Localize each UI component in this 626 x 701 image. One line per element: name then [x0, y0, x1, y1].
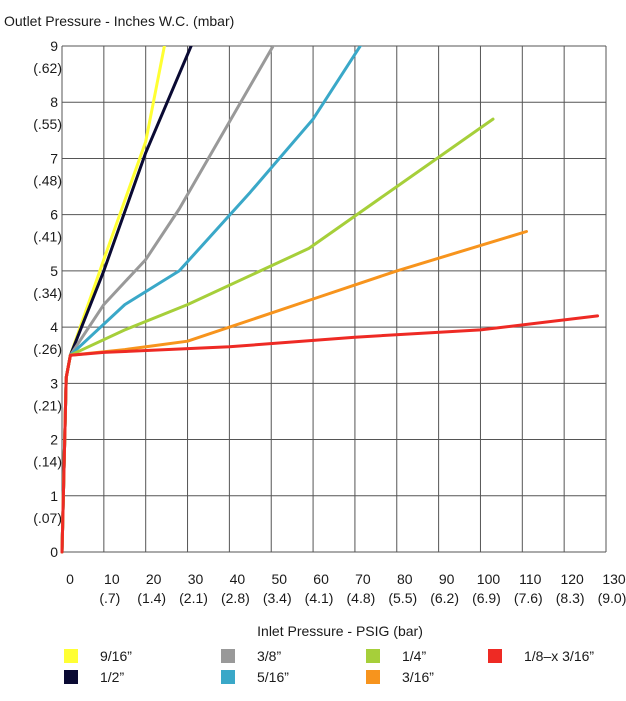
x-tick-label: 80: [397, 571, 413, 587]
y-tick-label: 1: [50, 488, 58, 504]
x-tick-label: 40: [230, 571, 246, 587]
x-tick-sublabel: (.7): [99, 590, 120, 606]
x-tick-label: 120: [560, 571, 584, 587]
x-tick-sublabel: (3.4): [263, 590, 292, 606]
grid: [61, 45, 607, 553]
y-tick-sublabel: (.07): [33, 510, 62, 526]
x-tick-sublabel: (7.6): [514, 590, 543, 606]
series-line: [60, 117, 495, 554]
x-tick-sublabel: (6.9): [472, 590, 501, 606]
x-tick-label: 60: [313, 571, 329, 587]
x-tick-sublabel: (2.8): [221, 590, 250, 606]
y-tick-label: 6: [50, 207, 58, 223]
x-tick-sublabel: (2.1): [179, 590, 208, 606]
x-axis: 0 10 (.7) 20 (1.4) 30 (2.1) 40 (2.8) 50 (3.4) 60 (4.…: [66, 571, 626, 606]
y-tick-label: 8: [50, 94, 58, 110]
x-tick-sublabel: (1.4): [137, 590, 166, 606]
y-tick-sublabel: (.48): [33, 172, 62, 188]
y-axis: 0 1 (.07) 2 (.14) 3 (.21) 4 (.26) 5 (.34) 6 (.41) 7 (.…: [33, 38, 62, 560]
y-tick-sublabel: (.55): [33, 116, 62, 132]
x-tick-sublabel: (9.0): [598, 590, 626, 606]
x-tick-sublabel: (8.3): [556, 590, 585, 606]
series-line: [60, 314, 600, 554]
y-tick-sublabel: (.62): [33, 60, 62, 76]
x-tick-sublabel: (5.5): [388, 590, 417, 606]
y-tick-sublabel: (.26): [33, 341, 62, 357]
x-tick-label: 100: [477, 571, 501, 587]
x-tick-sublabel: (6.2): [430, 590, 459, 606]
y-tick-sublabel: (.21): [33, 397, 62, 413]
y-tick-label: 3: [50, 375, 58, 391]
y-tick-label: 4: [50, 319, 58, 335]
y-tick-label: 0: [50, 544, 58, 560]
x-tick-sublabel: (4.8): [347, 590, 376, 606]
y-tick-sublabel: (.34): [33, 285, 62, 301]
x-tick-label: 110: [519, 571, 542, 587]
y-tick-label: 5: [50, 263, 58, 279]
y-tick-sublabel: (.41): [33, 229, 62, 245]
y-tick-sublabel: (.14): [33, 454, 62, 470]
series-line: [60, 46, 193, 554]
x-tick-label: 70: [355, 571, 371, 587]
x-tick-label: 0: [66, 571, 74, 587]
y-tick-label: 2: [50, 432, 58, 448]
x-tick-label: 10: [104, 571, 120, 587]
series-line: [60, 230, 528, 554]
x-tick-label: 130: [602, 571, 626, 587]
series-lines: [60, 46, 600, 554]
x-tick-label: 50: [271, 571, 287, 587]
chart-title: Outlet Pressure - Inches W.C. (mbar): [4, 13, 234, 29]
x-tick-label: 90: [439, 571, 455, 587]
x-tick-label: 20: [146, 571, 162, 587]
y-tick-label: 9: [50, 38, 58, 54]
x-axis-label: Inlet Pressure - PSIG (bar): [257, 623, 423, 639]
y-tick-label: 7: [50, 150, 58, 166]
x-tick-label: 30: [188, 571, 204, 587]
x-tick-sublabel: (4.1): [305, 590, 334, 606]
